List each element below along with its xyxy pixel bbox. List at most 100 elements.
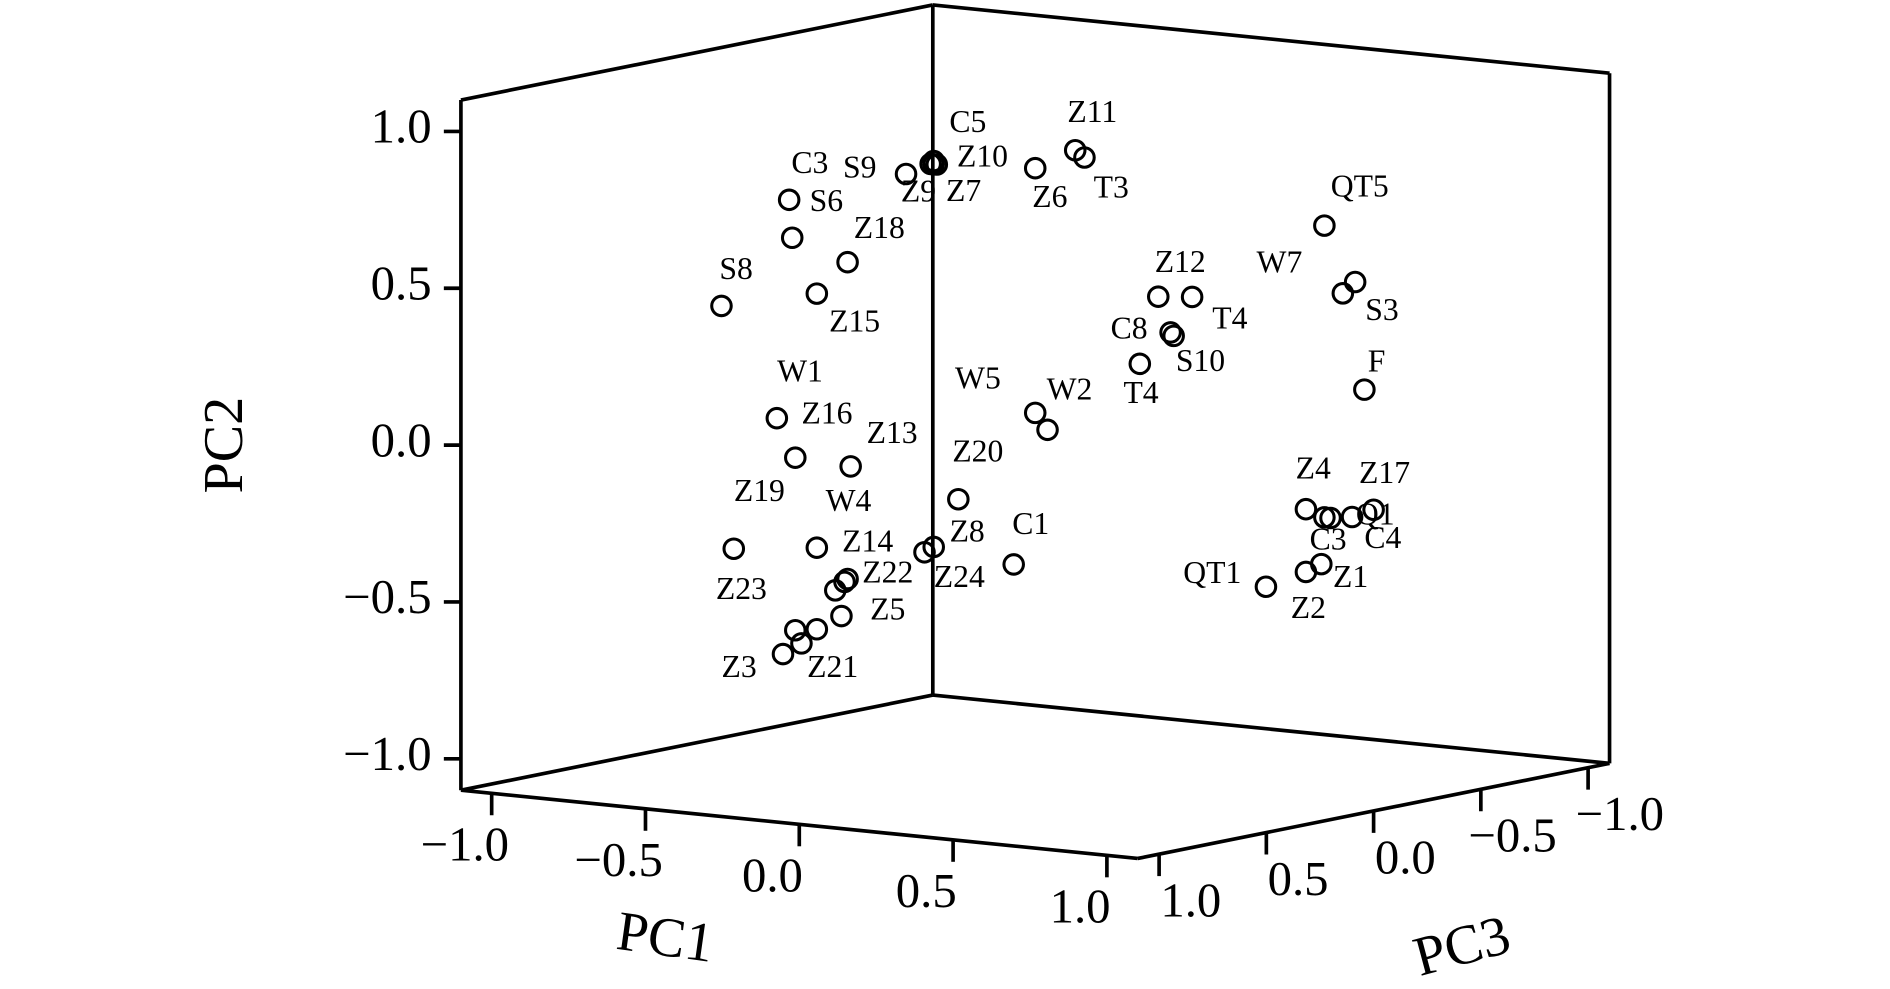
box-edge [460, 693, 934, 792]
point [922, 535, 945, 559]
point-label: C5 [949, 104, 986, 139]
point-label: Z10 [957, 139, 1008, 174]
y-tick-label: −1.0 [343, 727, 431, 781]
point [1294, 560, 1318, 584]
z-axis-title: PC3 [1407, 904, 1516, 989]
point-label: S8 [719, 251, 752, 286]
point-label: QT5 [1331, 168, 1389, 203]
point-label: C3 [791, 145, 828, 180]
point [1340, 505, 1364, 529]
point [1331, 282, 1355, 305]
point-label: Z7 [946, 173, 981, 208]
point-label: Z6 [1032, 179, 1067, 214]
box-edge [460, 3, 934, 102]
point-label: Z18 [854, 210, 905, 245]
box-edge [932, 693, 1610, 766]
point-label: F [1368, 343, 1386, 378]
point-label: Z11 [1067, 94, 1117, 129]
x-tick-label: 0.5 [896, 864, 957, 918]
point-label: Z19 [734, 473, 785, 508]
point [771, 642, 795, 666]
point-label: Z23 [716, 571, 767, 606]
point-label: T4 [1212, 301, 1247, 336]
point [1146, 285, 1170, 308]
z-tick-label: 0.0 [1375, 830, 1436, 884]
point-label: Z22 [862, 555, 913, 590]
box-edge [932, 3, 1610, 76]
point-label: S10 [1176, 343, 1225, 378]
y-tick-label: −0.5 [343, 570, 431, 624]
point-label: Z24 [934, 559, 985, 594]
point [824, 579, 847, 602]
y-axis-title: PC2 [193, 397, 255, 494]
point-label: C4 [1364, 520, 1401, 555]
point [1162, 324, 1185, 348]
point [784, 446, 807, 469]
point-label: S3 [1365, 292, 1398, 327]
point-label: Z21 [807, 649, 858, 684]
point-label: Z9 [901, 174, 936, 209]
point [1128, 352, 1152, 376]
point-label: Z4 [1296, 451, 1331, 486]
point-label: S9 [843, 150, 876, 185]
point [836, 250, 859, 274]
y-tick-label: 1.0 [371, 100, 432, 154]
z-tick-label: 0.5 [1268, 852, 1329, 906]
point [925, 153, 949, 176]
point [722, 537, 746, 561]
point [805, 536, 829, 559]
point [784, 618, 807, 642]
point [1294, 497, 1318, 521]
point-label: Q1 [1356, 496, 1395, 531]
x-tick-label: −0.5 [574, 833, 662, 887]
point [805, 617, 829, 641]
point [710, 294, 733, 318]
point [1313, 214, 1336, 237]
x-tick-label: −1.0 [421, 818, 509, 872]
point-label: W5 [955, 360, 1001, 395]
point-label: W1 [777, 354, 823, 389]
point-label: W2 [1047, 371, 1093, 406]
point-label: Z13 [867, 415, 918, 450]
x-axis-title: PC1 [613, 900, 717, 975]
point [1353, 378, 1376, 401]
y-tick-label: 0.5 [371, 256, 432, 310]
point [1343, 270, 1367, 294]
point-label: Z15 [829, 303, 880, 338]
point [894, 162, 918, 186]
point-label: Z17 [1359, 455, 1410, 490]
point-label: C1 [1012, 506, 1049, 541]
point [836, 567, 859, 591]
point-label: Z20 [952, 433, 1003, 468]
point [1002, 553, 1025, 576]
point [765, 406, 789, 430]
point [830, 604, 853, 628]
point [780, 226, 804, 250]
point-label: Z12 [1155, 244, 1206, 279]
point-label: W4 [826, 483, 872, 518]
point [1023, 156, 1047, 180]
point [1036, 418, 1059, 442]
point [1313, 506, 1336, 529]
z-tick-label: 1.0 [1160, 874, 1221, 928]
point [805, 282, 829, 305]
point-label: W7 [1257, 245, 1303, 280]
point-label: T4 [1123, 375, 1158, 410]
point-label: C8 [1111, 310, 1148, 345]
z-tick-label: −0.5 [1468, 809, 1556, 863]
point [1254, 575, 1278, 599]
point-label: Z5 [870, 592, 905, 627]
point-label: Z2 [1291, 590, 1326, 625]
z-tick-label: −1.0 [1576, 787, 1664, 841]
point [1023, 401, 1047, 425]
point [947, 487, 970, 511]
point [1362, 498, 1385, 522]
point [777, 188, 801, 212]
point-label: Z14 [842, 523, 893, 558]
point-label: QT1 [1183, 555, 1241, 590]
x-tick-label: 1.0 [1050, 880, 1111, 934]
point-label: S6 [810, 183, 843, 218]
point-label: Z1 [1333, 559, 1368, 594]
point [839, 455, 862, 478]
point [1073, 146, 1096, 169]
